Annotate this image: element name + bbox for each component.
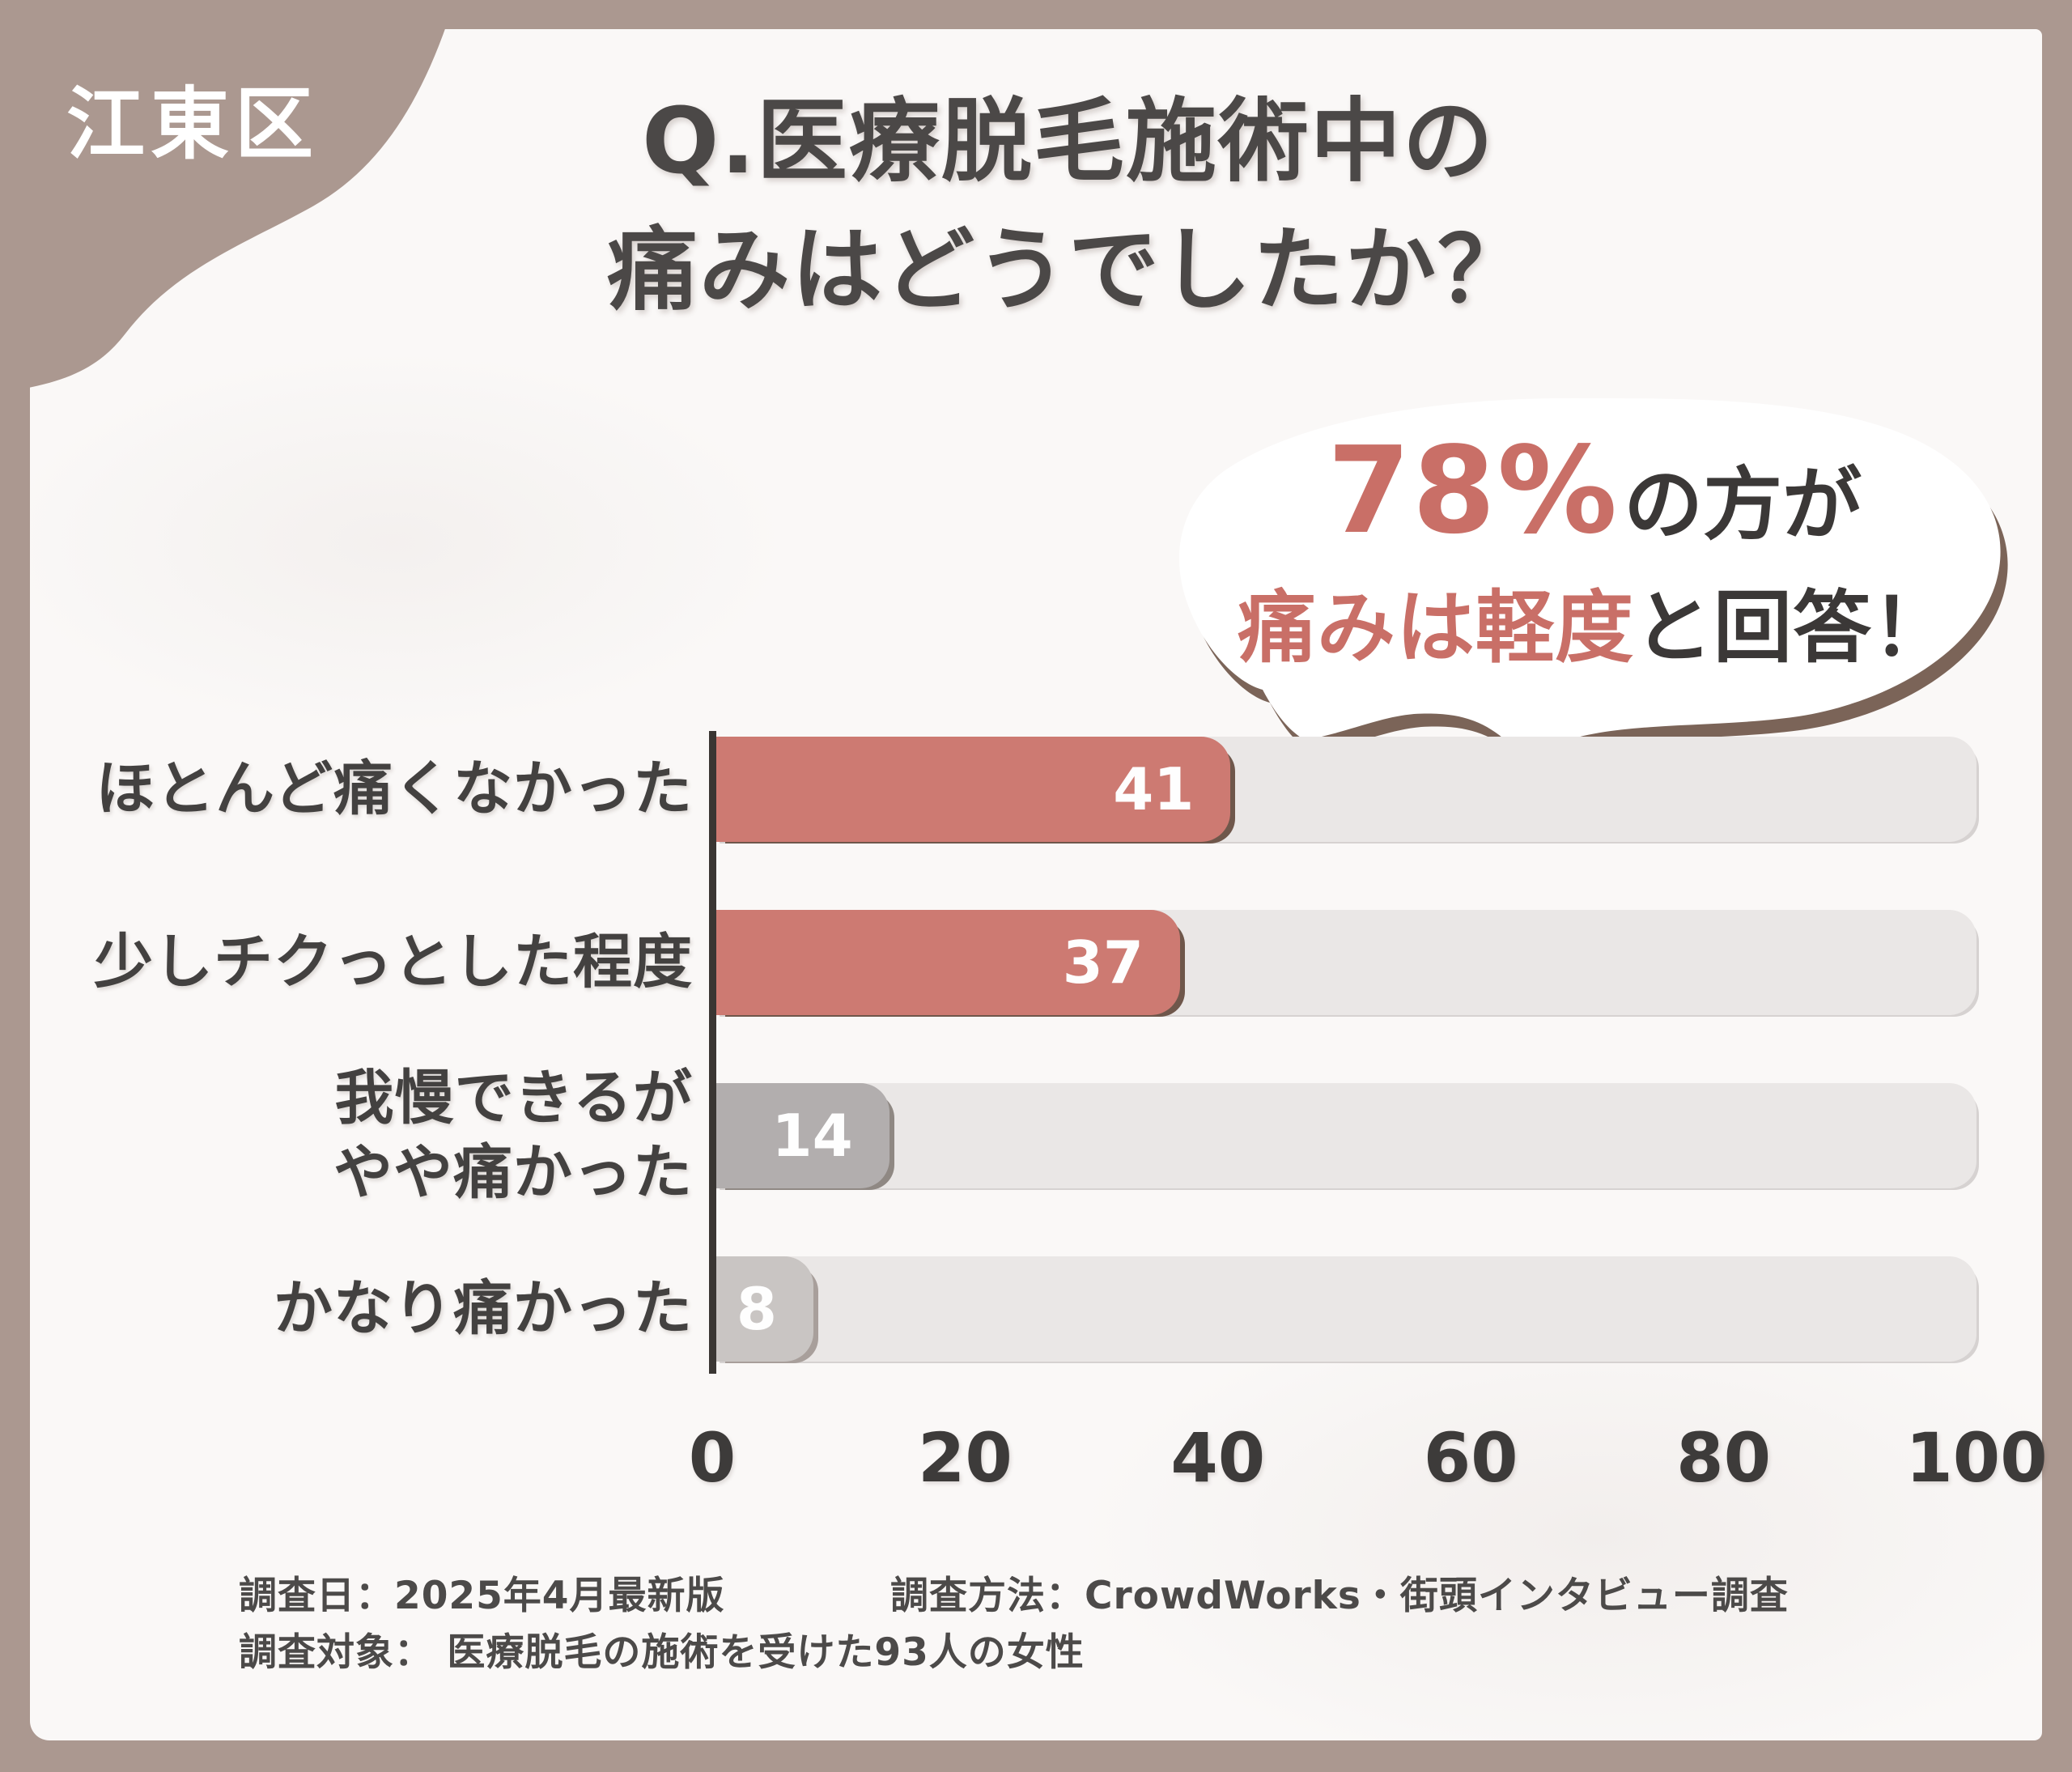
bubble-text: 78% の方が 痛みは軽度と回答！ <box>1198 421 1991 678</box>
bar-label-2-text: 少しチクっとした程度 <box>94 928 693 997</box>
x-tick-80: 80 <box>1676 1418 1772 1498</box>
bar-1: 41 <box>712 737 1231 842</box>
x-tick-20: 20 <box>917 1418 1013 1498</box>
bar-label-3-line2: やや痛かった <box>333 1138 693 1207</box>
bar-2: 37 <box>712 910 1180 1015</box>
survey-method: 調査方法：CrowdWorks・街頭インタビュー調査 <box>890 1574 1789 1618</box>
bar-track-2: 37 <box>712 910 1976 1015</box>
bar-label-1-text: ほとんど痛くなかった <box>96 754 693 824</box>
bubble-subline: 痛みは軽度と回答！ <box>1238 563 1951 678</box>
bubble-headline: 78% の方が <box>1327 421 1862 560</box>
bar-3: 14 <box>712 1083 890 1188</box>
y-axis-line <box>709 731 716 1374</box>
bubble-rest: と回答！ <box>1634 582 1951 674</box>
bubble-percent: 78% <box>1327 421 1620 560</box>
x-tick-40: 40 <box>1170 1418 1266 1498</box>
area-badge: 江東区 <box>66 79 319 170</box>
title-line-2: 痛みはどうでしたか？ <box>607 218 1530 324</box>
bar-2-value: 37 <box>1062 928 1144 996</box>
x-tick-100: 100 <box>1905 1418 2048 1498</box>
survey-date: 調査日：2025年4月最新版 <box>239 1574 725 1618</box>
bar-track-1: 41 <box>712 737 1976 842</box>
bubble-highlight: 痛みは軽度 <box>1238 582 1634 674</box>
bar-1-value: 41 <box>1113 755 1195 823</box>
bar-label-4: かなり痛かった <box>49 1256 693 1362</box>
bar-label-3: 我慢できるが やや痛かった <box>49 1064 693 1207</box>
bar-label-1: ほとんど痛くなかった <box>49 737 693 842</box>
bar-label-2: 少しチクっとした程度 <box>49 910 693 1015</box>
bar-track-4: 8 <box>712 1256 1976 1362</box>
bar-track-3: 14 <box>712 1083 1976 1188</box>
bar-4: 8 <box>712 1256 813 1362</box>
x-tick-0: 0 <box>688 1418 737 1498</box>
bar-4-value: 8 <box>736 1275 777 1343</box>
x-tick-60: 60 <box>1423 1418 1518 1498</box>
title-line-1: Q.医療脱毛施術中の <box>642 89 1495 194</box>
bubble-percent-suffix: の方が <box>1624 459 1862 551</box>
bar-label-3-line1: 我慢できるが <box>334 1064 693 1133</box>
bar-3-value: 14 <box>771 1102 853 1170</box>
bar-label-4-text: かなり痛かった <box>274 1274 693 1344</box>
survey-target: 調査対象： 医療脱毛の施術を受けた93人の女性 <box>239 1630 1085 1675</box>
page-title: Q.医療脱毛施術中の 痛みはどうでしたか？ <box>437 78 1700 335</box>
